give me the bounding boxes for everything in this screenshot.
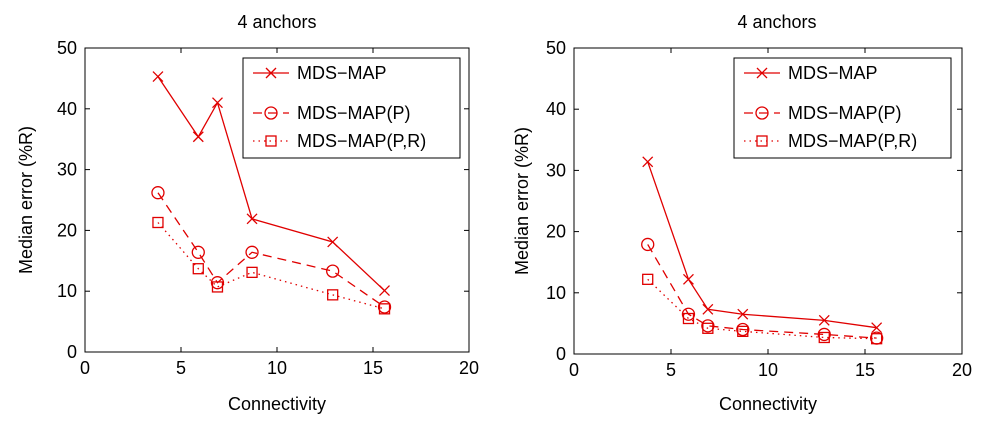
x-tick-label: 20 — [952, 360, 972, 380]
data-point-square — [702, 322, 714, 334]
y-tick-label: 30 — [57, 160, 77, 180]
series-line-x — [157, 76, 385, 292]
legend-label: MDS−MAP(P,R) — [788, 131, 917, 151]
x-axis-label: Connectivity — [228, 394, 326, 414]
legend-box — [733, 57, 952, 159]
x-tick-label: 10 — [758, 360, 778, 380]
legend-marker-x — [265, 67, 277, 79]
data-point-square — [870, 333, 883, 345]
data-point-circle — [377, 300, 392, 314]
y-axis-label: Median error (%R) — [16, 126, 36, 274]
y-tick-label: 20 — [57, 220, 77, 240]
y-axis-label: Median error (%R) — [512, 127, 532, 275]
legend-marker-square — [265, 135, 277, 147]
legend-label: MDS−MAP(P,R) — [297, 131, 426, 151]
legend-box — [242, 57, 461, 159]
y-tick-label: 20 — [546, 222, 566, 242]
data-point-circle — [641, 237, 655, 252]
x-tick-label: 5 — [176, 358, 186, 378]
x-tick-label: 20 — [459, 358, 479, 378]
data-point-circle — [817, 327, 831, 342]
y-tick-label: 30 — [546, 160, 566, 180]
series-line-circle — [157, 192, 385, 308]
y-tick-label: 50 — [57, 38, 77, 58]
data-point-square — [246, 266, 258, 279]
data-point-square — [642, 273, 654, 285]
x-tick-label: 0 — [80, 358, 90, 378]
y-tick-label: 40 — [546, 99, 566, 119]
x-tick-label: 15 — [855, 360, 875, 380]
legend-label: MDS−MAP — [788, 63, 878, 83]
data-point-x — [818, 314, 830, 326]
data-point-square — [327, 289, 339, 301]
data-point-square — [192, 263, 204, 275]
legend-label: MDS−MAP(P) — [297, 103, 411, 123]
y-tick-label: 40 — [57, 99, 77, 119]
legend-label: MDS−MAP(P) — [788, 103, 902, 123]
data-point-x — [642, 156, 654, 168]
y-tick-label: 0 — [556, 344, 566, 364]
y-tick-label: 0 — [67, 342, 77, 362]
data-point-square — [737, 325, 749, 338]
y-tick-label: 10 — [546, 283, 566, 303]
data-point-x — [152, 71, 164, 83]
data-point-circle — [245, 245, 259, 259]
data-point-x — [871, 322, 883, 334]
y-tick-label: 10 — [57, 281, 77, 301]
data-point-square — [682, 312, 695, 325]
series-line-x — [647, 161, 877, 329]
data-point-circle — [681, 307, 696, 321]
data-point-circle — [210, 276, 225, 290]
data-point-circle — [326, 264, 340, 278]
data-point-square — [818, 331, 830, 344]
legend-marker-square — [756, 135, 768, 147]
legend-marker-circle — [264, 106, 278, 120]
legend-marker-x — [756, 67, 768, 79]
chart-title: 4 anchors — [237, 12, 316, 32]
data-point-x — [327, 236, 339, 248]
series-line-square — [647, 278, 877, 340]
y-tick-label: 50 — [546, 38, 566, 58]
series-line-circle — [647, 244, 877, 339]
data-point-circle — [151, 186, 165, 200]
x-axis-label: Connectivity — [719, 394, 817, 414]
x-tick-label: 5 — [666, 360, 676, 380]
data-point-square — [152, 216, 164, 229]
data-point-circle — [736, 322, 750, 337]
x-tick-label: 15 — [363, 358, 383, 378]
data-point-x — [702, 303, 714, 315]
data-point-x — [683, 273, 694, 285]
data-point-x — [212, 97, 223, 109]
chart-title: 4 anchors — [737, 12, 816, 32]
data-point-square — [378, 303, 391, 315]
data-point-x — [246, 213, 258, 225]
data-point-square — [211, 281, 224, 293]
legend-marker-circle — [755, 106, 769, 120]
data-point-x — [379, 285, 390, 297]
legend-label: MDS−MAP — [297, 63, 387, 83]
data-point-circle — [191, 245, 205, 259]
x-tick-label: 0 — [569, 360, 579, 380]
data-point-x — [192, 131, 204, 143]
x-tick-label: 10 — [267, 358, 287, 378]
data-point-x — [737, 308, 749, 320]
